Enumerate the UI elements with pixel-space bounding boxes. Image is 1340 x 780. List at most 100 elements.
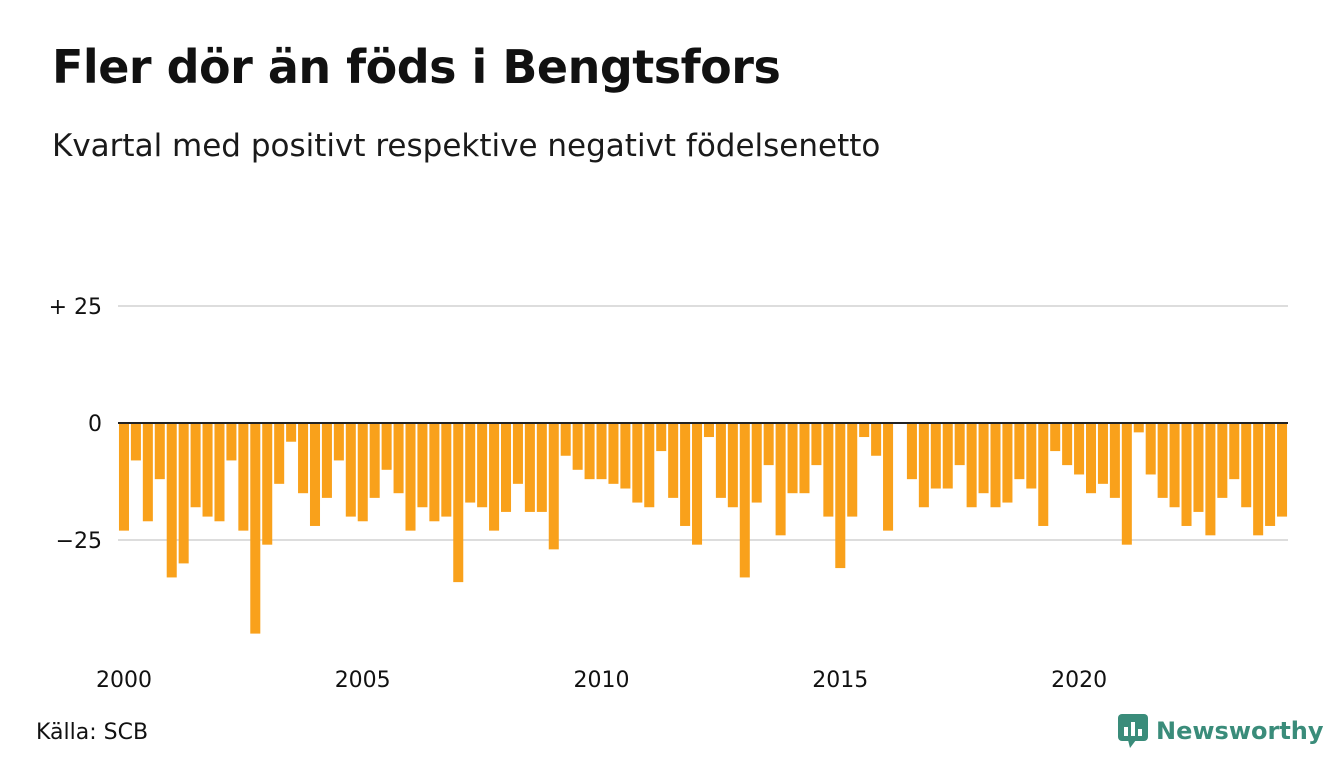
y-tick-label: 0 — [88, 412, 102, 437]
bar — [596, 423, 607, 480]
bar — [321, 423, 332, 498]
x-tick-label: 2000 — [96, 668, 152, 693]
bar — [859, 423, 870, 438]
bar — [512, 423, 523, 484]
newsworthy-logo[interactable]: Newsworthy — [1118, 714, 1324, 748]
bar — [178, 423, 189, 564]
chart-title: Fler dör än föds i Bengtsfors — [52, 40, 781, 94]
bar — [1145, 423, 1156, 475]
bar — [333, 423, 344, 461]
bar — [871, 423, 882, 456]
bar — [835, 423, 846, 569]
bars — [118, 423, 1288, 634]
bar — [536, 423, 547, 512]
bar — [572, 423, 583, 470]
bar — [1050, 423, 1061, 452]
bar — [1217, 423, 1228, 498]
x-tick-label: 2020 — [1051, 668, 1107, 693]
bar — [548, 423, 559, 550]
bar — [1026, 423, 1037, 489]
grid-lines — [118, 305, 1288, 541]
bar — [763, 423, 774, 466]
bar — [644, 423, 655, 508]
bar — [680, 423, 691, 526]
bar — [978, 423, 989, 494]
bar — [1205, 423, 1216, 536]
bar — [453, 423, 464, 583]
x-tick-label: 2005 — [335, 668, 391, 693]
bar — [990, 423, 1001, 508]
bar — [1157, 423, 1168, 498]
bar — [429, 423, 440, 522]
bar — [393, 423, 404, 494]
bar — [1109, 423, 1120, 498]
bar — [883, 423, 894, 531]
bar — [1062, 423, 1073, 466]
bar — [1181, 423, 1192, 526]
bar — [214, 423, 225, 522]
bar — [1241, 423, 1252, 508]
bar — [918, 423, 929, 508]
bar — [608, 423, 619, 484]
y-tick-label: −25 — [56, 529, 102, 554]
bar — [524, 423, 535, 512]
bar — [799, 423, 810, 494]
bar — [692, 423, 703, 545]
bar — [190, 423, 201, 508]
bar — [1253, 423, 1264, 536]
bar — [930, 423, 941, 489]
bar — [298, 423, 309, 494]
bar — [1121, 423, 1132, 545]
brand-name: Newsworthy — [1156, 717, 1324, 745]
bar — [775, 423, 786, 536]
axis-labels: + 25 0 −25 2000 2005 2010 2015 2020 — [49, 295, 1108, 693]
bar — [847, 423, 858, 517]
bar — [632, 423, 643, 503]
bar — [441, 423, 452, 517]
source-note: Källa: SCB — [36, 720, 149, 745]
bar — [620, 423, 631, 489]
bar — [381, 423, 392, 470]
bar — [1169, 423, 1180, 508]
bar — [118, 423, 129, 531]
y-tick-label: + 25 — [49, 295, 102, 320]
bar — [489, 423, 500, 531]
bar — [739, 423, 750, 578]
bar — [226, 423, 237, 461]
bar — [823, 423, 834, 517]
bar — [966, 423, 977, 508]
bar — [154, 423, 165, 480]
x-tick-label: 2010 — [574, 668, 630, 693]
bar — [477, 423, 488, 508]
bar — [656, 423, 667, 452]
bar — [1097, 423, 1108, 484]
bar — [906, 423, 917, 480]
bar — [668, 423, 679, 498]
bar — [1133, 423, 1144, 433]
bar — [787, 423, 798, 494]
bar — [130, 423, 141, 461]
bar — [1277, 423, 1288, 517]
bar — [286, 423, 297, 442]
bar — [274, 423, 285, 484]
bar — [751, 423, 762, 503]
bar — [1229, 423, 1240, 480]
bar — [703, 423, 714, 438]
bar — [166, 423, 177, 578]
bar — [345, 423, 356, 517]
bar — [1265, 423, 1276, 526]
bar — [1086, 423, 1097, 494]
bar — [238, 423, 249, 531]
bar — [1002, 423, 1013, 503]
bar — [250, 423, 261, 634]
bar — [1193, 423, 1204, 512]
bar — [369, 423, 380, 498]
bar — [262, 423, 273, 545]
bar — [1038, 423, 1049, 526]
bar — [501, 423, 512, 512]
bar — [954, 423, 965, 466]
bar — [417, 423, 428, 508]
bar — [715, 423, 726, 498]
bar — [811, 423, 822, 466]
